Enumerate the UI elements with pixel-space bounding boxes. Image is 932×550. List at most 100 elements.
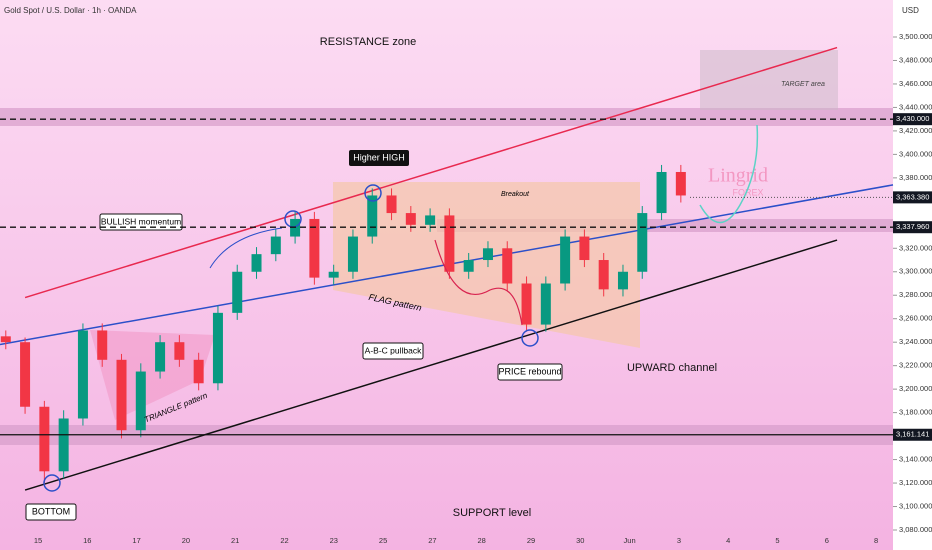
- label-box: [99, 213, 183, 231]
- candle-body: [174, 342, 185, 360]
- x-tick-label: 22: [280, 536, 288, 545]
- y-tick-label: 3,120.000: [899, 478, 932, 487]
- level-label: 3,161.141: [896, 430, 929, 439]
- x-tick-label: 3: [677, 536, 681, 545]
- last-price-label: 3,363.380: [896, 192, 929, 201]
- abc-path: [434, 239, 523, 326]
- price-axis: [893, 0, 932, 550]
- candle-body: [502, 248, 513, 284]
- candle-body: [232, 271, 243, 313]
- candle-body: [309, 218, 320, 278]
- y-tick-label: 3,100.000: [899, 502, 932, 511]
- candle-body: [39, 406, 50, 472]
- y-tick-label: 3,300.000: [899, 267, 932, 276]
- candle-body: [444, 215, 455, 272]
- highlight: [43, 474, 61, 492]
- candle-body: [617, 271, 628, 290]
- candle-body: [347, 236, 358, 272]
- annotation: Higher HIGH: [353, 152, 405, 162]
- x-tick-label: 30: [576, 536, 584, 545]
- candle-body: [656, 171, 667, 214]
- y-tick-label: 3,180.000: [899, 408, 932, 417]
- last-price-box: [893, 191, 932, 204]
- projection-path: [699, 124, 759, 224]
- candle-body: [58, 418, 69, 472]
- y-tick-label: 3,200.000: [899, 384, 932, 393]
- y-tick-label: 3,500.000: [899, 32, 932, 41]
- x-tick-label: 25: [379, 536, 387, 545]
- trend-line: [24, 239, 838, 491]
- annotation: PRICE rebound: [498, 366, 561, 376]
- x-tick-label: 27: [428, 536, 436, 545]
- candle-body: [270, 236, 281, 255]
- annotation: UPWARD channel: [627, 362, 717, 374]
- resistance-band: [0, 108, 893, 126]
- x-tick-label: 8: [874, 536, 878, 545]
- candle-body: [386, 195, 397, 214]
- x-tick-label: 16: [83, 536, 91, 545]
- candle-body: [116, 359, 127, 431]
- label-box: [497, 363, 563, 381]
- annotation: RESISTANCE zone: [320, 36, 416, 48]
- currency: USD: [902, 6, 919, 15]
- candle-body: [463, 260, 474, 272]
- candle-body: [193, 359, 204, 384]
- x-tick-label: 20: [182, 536, 190, 545]
- candle-body: [579, 236, 590, 261]
- candle-body: [598, 260, 609, 290]
- y-tick-label: 3,460.000: [899, 79, 932, 88]
- y-tick-label: 3,260.000: [899, 314, 932, 323]
- momentum-path: [209, 227, 283, 269]
- label-box: [349, 150, 409, 166]
- level-box: [893, 113, 932, 126]
- y-tick-label: 3,380.000: [899, 173, 932, 182]
- candle-body: [0, 336, 11, 343]
- candle-body: [367, 195, 378, 237]
- annotation: SUPPORT level: [453, 507, 531, 519]
- candle-body: [482, 248, 493, 261]
- candle-body: [405, 213, 416, 225]
- label-box: [25, 503, 77, 521]
- label-box: [362, 342, 424, 360]
- candle-body: [540, 283, 551, 325]
- candle-body: [97, 330, 108, 360]
- brand: Lingrid: [708, 165, 768, 187]
- candle-body: [560, 236, 571, 284]
- x-tick-label: 4: [726, 536, 730, 545]
- brand-sub: FOREX: [732, 187, 763, 197]
- candle-body: [637, 213, 648, 272]
- x-tick-label: 5: [775, 536, 779, 545]
- y-tick-label: 3,480.000: [899, 55, 932, 64]
- y-tick-label: 3,280.000: [899, 290, 932, 299]
- y-tick-label: 3,420.000: [899, 126, 932, 135]
- candle-body: [251, 254, 262, 272]
- candle-body: [135, 371, 146, 431]
- candle-body: [212, 312, 223, 384]
- level-box: [893, 221, 932, 234]
- annotation: TARGET area: [781, 81, 825, 88]
- annotation: BOTTOM: [32, 506, 70, 516]
- x-tick-label: 17: [132, 536, 140, 545]
- candle-body: [675, 171, 686, 196]
- y-tick-label: 3,240.000: [899, 337, 932, 346]
- candle-body: [20, 342, 31, 407]
- candle-body: [77, 330, 88, 419]
- annotation: A-B-C pullback: [365, 345, 422, 355]
- candle-body: [155, 342, 166, 372]
- x-tick-label: 21: [231, 536, 239, 545]
- annotation: BULLISH momentum: [101, 216, 181, 226]
- x-tick-label: 23: [330, 536, 338, 545]
- y-tick-label: 3,080.000: [899, 525, 932, 534]
- x-tick-label: 28: [478, 536, 486, 545]
- highlight: [364, 184, 382, 202]
- x-tick-label: 29: [527, 536, 535, 545]
- x-tick-label: Jun: [624, 536, 636, 545]
- y-tick-label: 3,440.000: [899, 102, 932, 111]
- marks: 3,500.000 3,480.000 3,460.000 3,440.000 3,42…: [0, 32, 932, 545]
- y-tick-label: 3,320.000: [899, 243, 932, 252]
- candle-body: [425, 215, 436, 225]
- candle-body: [328, 271, 339, 278]
- level-label: 3,337.960: [896, 222, 929, 231]
- trend-line: [24, 46, 838, 299]
